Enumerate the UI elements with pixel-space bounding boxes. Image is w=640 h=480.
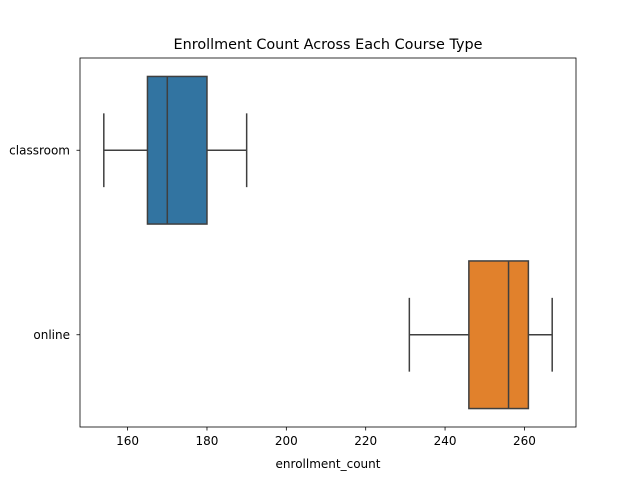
y-tick-label-classroom: classroom bbox=[9, 143, 70, 157]
x-tick-label-160: 160 bbox=[116, 434, 139, 448]
x-tick-label-180: 180 bbox=[196, 434, 219, 448]
x-tick-label-260: 260 bbox=[513, 434, 536, 448]
x-axis-ticks: 160 180 200 220 240 260 bbox=[116, 427, 536, 448]
box-group bbox=[103, 75, 553, 410]
x-tick-label-220: 220 bbox=[354, 434, 377, 448]
x-axis-label: enrollment_count bbox=[276, 457, 381, 471]
chart-title: Enrollment Count Across Each Course Type bbox=[174, 37, 483, 53]
y-axis-ticks: classroom online bbox=[9, 143, 80, 342]
y-tick-label-online: online bbox=[33, 328, 70, 342]
x-tick-label-240: 240 bbox=[434, 434, 457, 448]
box-classroom bbox=[103, 75, 248, 225]
x-tick-label-200: 200 bbox=[275, 434, 298, 448]
box-iqr-online bbox=[468, 260, 530, 410]
box-online bbox=[408, 260, 553, 410]
box-iqr-classroom bbox=[146, 75, 208, 225]
plot-area-frame bbox=[79, 57, 577, 428]
